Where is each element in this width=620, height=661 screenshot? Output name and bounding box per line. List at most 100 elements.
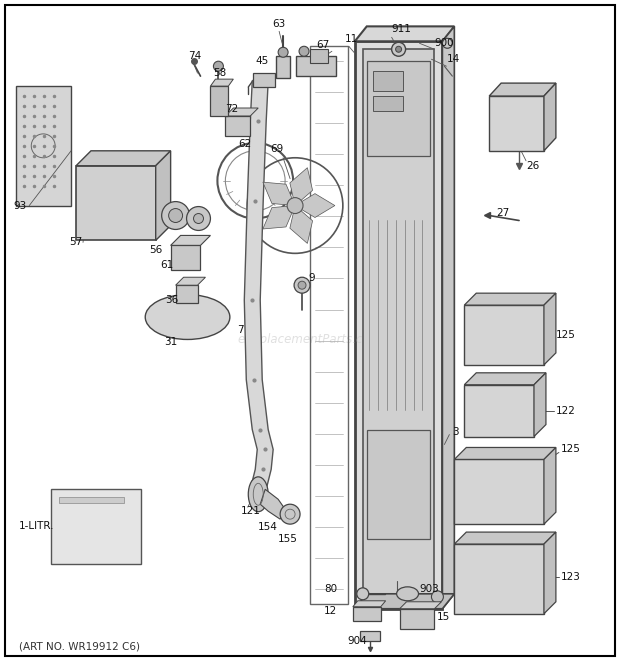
Polygon shape [353, 601, 386, 607]
Polygon shape [226, 108, 259, 116]
Text: 27: 27 [496, 208, 510, 217]
Text: 122: 122 [556, 406, 576, 416]
Polygon shape [263, 182, 295, 206]
Bar [253, 73, 275, 87]
Polygon shape [544, 83, 556, 151]
Text: 900: 900 [435, 38, 454, 48]
Text: 56: 56 [149, 245, 162, 255]
Polygon shape [464, 293, 556, 305]
Text: 904: 904 [348, 636, 368, 646]
Polygon shape [544, 532, 556, 613]
Circle shape [187, 206, 210, 231]
Text: 57: 57 [69, 237, 82, 247]
Polygon shape [454, 532, 556, 544]
Text: 93: 93 [14, 200, 27, 211]
Polygon shape [156, 151, 171, 241]
Circle shape [443, 38, 453, 48]
Text: 155: 155 [278, 534, 298, 544]
Bar [367, 61, 430, 156]
Bar [16, 86, 71, 206]
Bar [454, 544, 544, 613]
Bar [170, 245, 200, 270]
Text: 45: 45 [255, 56, 268, 66]
Polygon shape [400, 602, 441, 609]
Bar [226, 116, 250, 136]
Polygon shape [210, 79, 233, 86]
Text: 7: 7 [237, 325, 244, 335]
Text: 69: 69 [270, 144, 283, 154]
Text: 14: 14 [446, 54, 459, 64]
Circle shape [392, 42, 405, 56]
Text: 58: 58 [213, 68, 227, 78]
Circle shape [298, 281, 306, 289]
Circle shape [280, 504, 300, 524]
Bar [310, 46, 348, 603]
Circle shape [213, 61, 223, 71]
Bar [400, 609, 435, 629]
Polygon shape [355, 594, 454, 609]
Polygon shape [489, 83, 556, 96]
Polygon shape [290, 206, 312, 243]
Bar [59, 497, 124, 503]
Polygon shape [534, 373, 546, 436]
Polygon shape [244, 81, 273, 489]
Text: 123: 123 [561, 572, 581, 582]
Text: 911: 911 [392, 24, 412, 34]
Ellipse shape [397, 587, 419, 601]
Circle shape [162, 202, 190, 229]
Text: 125: 125 [561, 444, 581, 455]
Bar [76, 166, 156, 241]
Circle shape [169, 209, 182, 223]
Text: 67: 67 [317, 40, 330, 50]
Text: 1-LITR.: 1-LITR. [19, 521, 55, 531]
Bar [464, 305, 544, 365]
Bar [310, 50, 328, 63]
Circle shape [432, 591, 443, 603]
Text: 72: 72 [226, 104, 239, 114]
Polygon shape [544, 447, 556, 524]
Text: 3: 3 [453, 426, 459, 436]
Bar [355, 41, 443, 609]
Text: 154: 154 [259, 522, 278, 532]
Circle shape [193, 214, 203, 223]
Polygon shape [290, 168, 312, 206]
Bar [367, 430, 430, 539]
Bar [296, 56, 336, 76]
Circle shape [294, 277, 310, 293]
Bar [363, 50, 435, 601]
Text: 121: 121 [241, 506, 260, 516]
Text: eReplacementParts.com: eReplacementParts.com [238, 333, 382, 346]
Circle shape [396, 46, 402, 52]
Text: 125: 125 [556, 330, 576, 340]
Bar [210, 86, 228, 116]
Text: 63: 63 [272, 19, 285, 29]
Polygon shape [544, 293, 556, 365]
Text: 903: 903 [420, 584, 439, 594]
Polygon shape [295, 194, 335, 217]
Polygon shape [175, 277, 205, 285]
Text: 15: 15 [436, 611, 450, 622]
Polygon shape [263, 206, 295, 229]
Bar [51, 489, 141, 564]
Bar [373, 96, 402, 111]
Text: 61: 61 [161, 260, 174, 270]
Polygon shape [464, 373, 546, 385]
Circle shape [278, 48, 288, 58]
Bar [360, 631, 379, 641]
Bar [373, 71, 402, 91]
Text: 62: 62 [238, 139, 252, 149]
Circle shape [299, 46, 309, 56]
Circle shape [356, 588, 369, 600]
Bar [454, 459, 544, 524]
Polygon shape [170, 235, 210, 245]
Polygon shape [454, 447, 556, 459]
Text: 11: 11 [345, 34, 358, 44]
Text: 36: 36 [166, 295, 179, 305]
Polygon shape [489, 96, 544, 151]
Ellipse shape [145, 295, 230, 340]
Text: 26: 26 [526, 161, 539, 171]
Polygon shape [260, 489, 285, 519]
Circle shape [287, 198, 303, 214]
Bar [464, 385, 534, 436]
Text: 80: 80 [324, 584, 337, 594]
